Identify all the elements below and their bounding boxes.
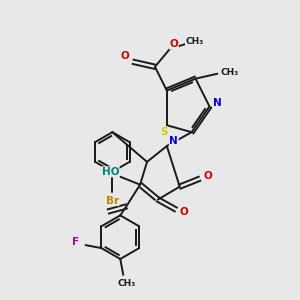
- Text: CH₃: CH₃: [220, 68, 238, 77]
- Text: Br: Br: [106, 196, 119, 206]
- Text: O: O: [121, 51, 130, 61]
- Text: N: N: [213, 98, 222, 108]
- Text: O: O: [169, 39, 178, 49]
- Text: CH₃: CH₃: [185, 37, 204, 46]
- Text: CH₃: CH₃: [117, 279, 135, 288]
- Text: S: S: [160, 127, 168, 137]
- Text: N: N: [169, 136, 178, 146]
- Text: O: O: [179, 207, 188, 218]
- Text: O: O: [203, 171, 212, 181]
- Text: F: F: [72, 237, 79, 247]
- Text: HO: HO: [102, 167, 119, 177]
